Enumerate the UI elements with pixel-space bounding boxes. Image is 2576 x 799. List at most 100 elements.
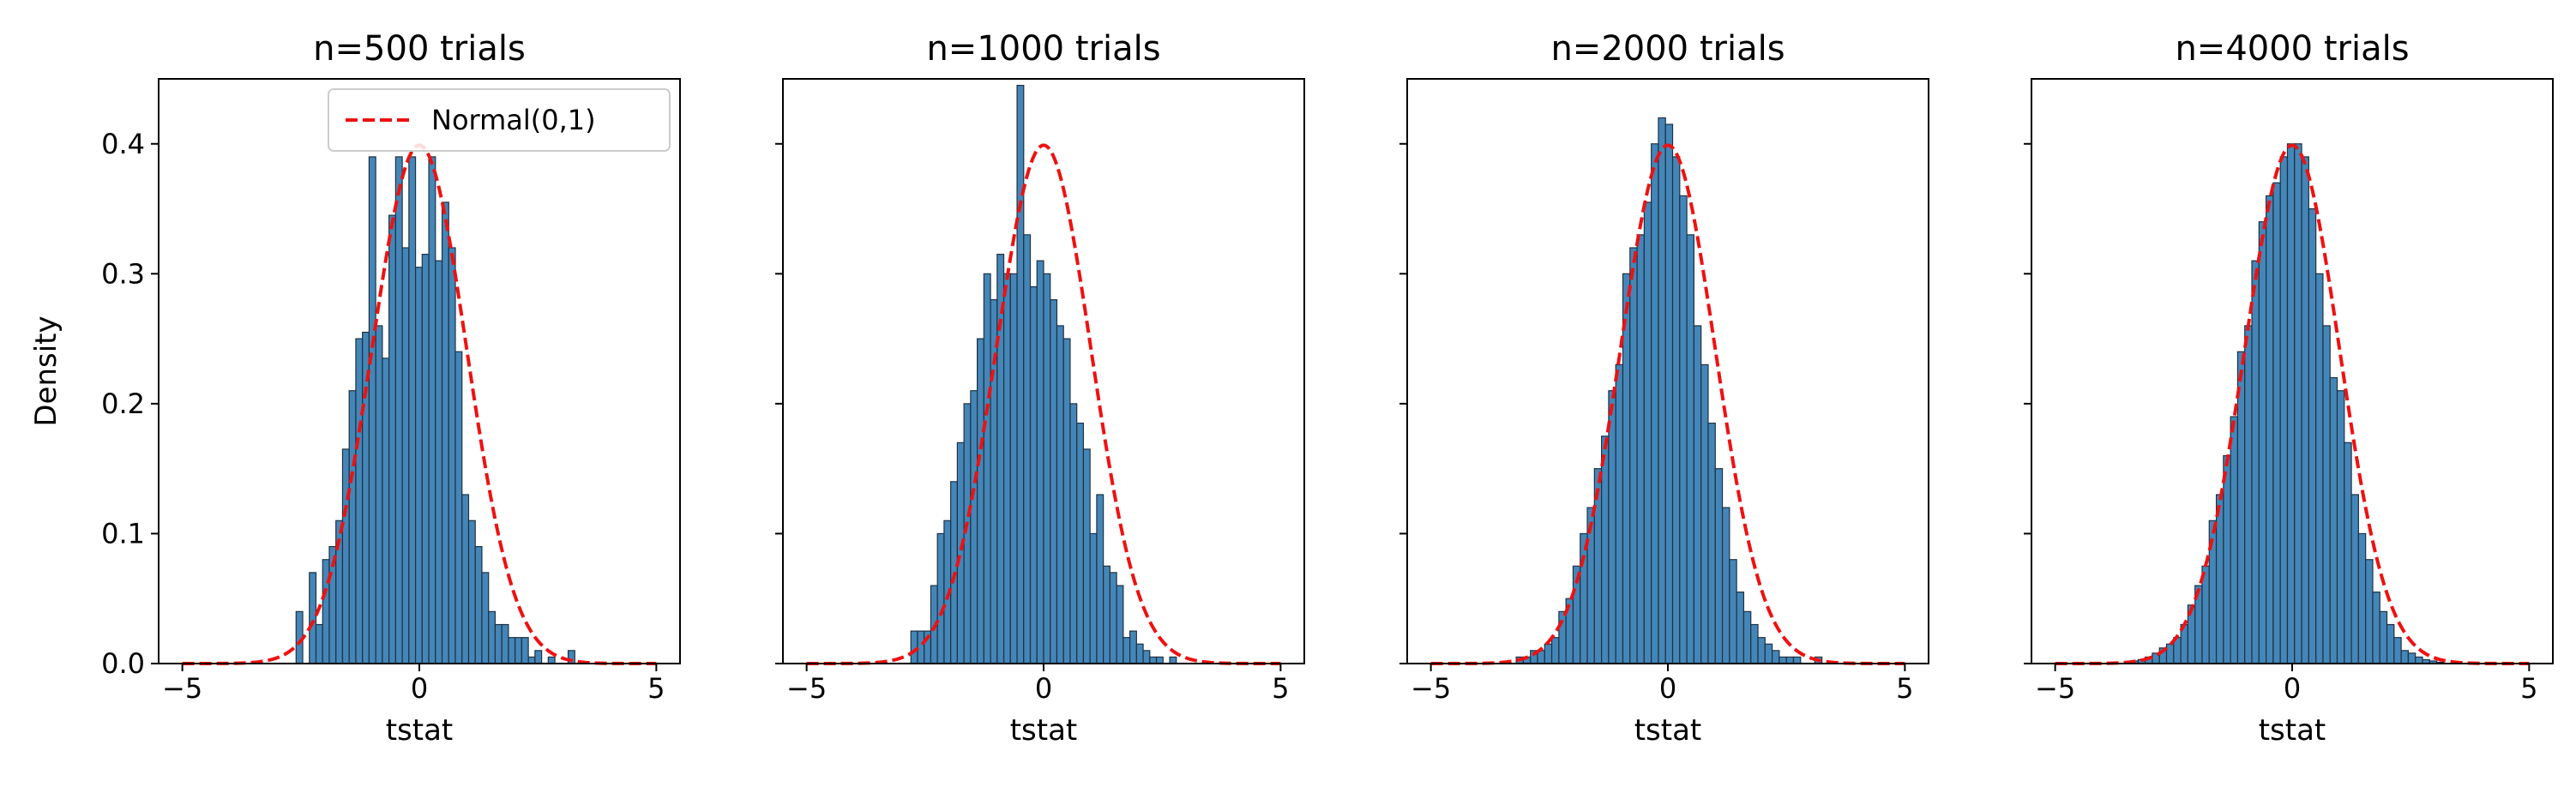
histogram-bar	[547, 656, 556, 664]
histogram-bar	[408, 156, 417, 664]
histogram-bar	[521, 637, 529, 664]
histogram-bar	[2230, 416, 2239, 664]
histogram-bar	[322, 559, 330, 664]
histogram-bar	[1122, 637, 1131, 664]
normal-density-curve	[2055, 143, 2530, 665]
histogram-bar	[1002, 273, 1011, 664]
histogram-bar	[1658, 117, 1666, 664]
histogram-bar	[1764, 643, 1773, 664]
subplot-title: n=4000 trials	[2175, 29, 2409, 69]
histogram-bar	[1636, 234, 1645, 664]
histogram-bar	[1736, 592, 1745, 664]
histogram-bar	[2357, 532, 2367, 664]
histogram-bar	[2165, 643, 2175, 664]
histogram-bar	[382, 357, 390, 664]
histogram-bar	[2244, 325, 2253, 664]
x-tick-label: 0	[1035, 672, 1052, 705]
histogram-bar	[362, 331, 370, 664]
histogram-bar	[1679, 195, 1688, 664]
histogram-bar	[1742, 610, 1752, 664]
histogram-bar	[1116, 585, 1124, 664]
x-tick-label: 5	[1896, 672, 1913, 705]
histogram-bar	[1009, 273, 1018, 664]
histogram-bar	[1729, 559, 1737, 664]
subplot-3: −5 0 5 n=2000 trials tstat	[1399, 29, 1929, 748]
histogram-bar	[2350, 494, 2359, 664]
histogram-bar	[2215, 494, 2224, 664]
histogram-bar	[2407, 652, 2417, 664]
histogram-bar	[1550, 637, 1560, 664]
histogram-bar	[1643, 201, 1652, 664]
histogram-bar	[1023, 234, 1032, 664]
histogram-bar	[1076, 423, 1085, 664]
histogram-bar	[1757, 637, 1766, 664]
histogram-bar	[481, 572, 490, 664]
histogram-bar	[2272, 182, 2281, 664]
histogram-bars	[295, 156, 575, 664]
legend: Normal(0,1)	[328, 88, 671, 152]
histogram-bar	[1129, 630, 1137, 664]
histogram-bar	[963, 403, 972, 664]
legend-box	[328, 88, 671, 152]
histogram-bars	[2130, 143, 2445, 664]
x-tick-label: −5	[786, 672, 827, 705]
histogram-bar	[2344, 442, 2352, 664]
y-tick-label: 0.4	[101, 128, 145, 160]
histogram-bar	[1714, 468, 1724, 664]
histogram-bar	[428, 156, 436, 664]
histogram-bar	[1109, 572, 1117, 664]
histogram-bar	[983, 273, 991, 664]
histogram-bars	[1515, 117, 1823, 664]
x-tick-label: 5	[1272, 672, 1289, 705]
histogram-bar	[1651, 143, 1659, 664]
histogram-bar	[1096, 494, 1104, 664]
histogram-bar	[2201, 565, 2210, 664]
histogram-bar	[2393, 637, 2402, 664]
histogram-bar	[2308, 207, 2317, 664]
histogram-bar	[341, 448, 350, 664]
histogram-bar	[414, 267, 423, 664]
histogram-bar	[421, 254, 430, 664]
histogram-bar	[1707, 423, 1716, 664]
histogram-bar	[977, 338, 984, 664]
histogram-bar	[1016, 84, 1025, 664]
histogram-bar	[488, 610, 497, 664]
subplot-title: n=2000 trials	[1550, 29, 1785, 69]
histogram-bar	[435, 260, 443, 664]
x-tick-label: 0	[411, 672, 428, 705]
histogram-bar	[1043, 273, 1051, 664]
histogram-bar	[1149, 656, 1158, 664]
subplot-1: −5 0 5 0.0 0.1 0.2 0.3 0.4 n=500 trials tstat Dens…	[29, 29, 681, 748]
histogram-bar	[1721, 507, 1730, 664]
histogram-bar	[1169, 656, 1177, 664]
y-axis-label: Density	[29, 315, 63, 426]
histogram-bar	[917, 630, 925, 664]
histogram-bar	[315, 623, 323, 664]
histogram-bar	[355, 338, 364, 664]
histogram-bar	[996, 254, 1005, 664]
histogram-bar	[2258, 221, 2267, 664]
histogram-bar	[375, 325, 383, 664]
y-tick-label: 0.1	[101, 517, 145, 550]
x-axis-label: tstat	[1010, 713, 1078, 748]
y-tick-label: 0.0	[101, 647, 145, 680]
x-axis-label: tstat	[1634, 713, 1702, 748]
histogram-bar	[1686, 234, 1695, 664]
histogram-bar	[2415, 656, 2423, 664]
histogram-bar	[1601, 436, 1610, 664]
histogram-bar	[2315, 273, 2324, 664]
histogram-bar	[1792, 656, 1802, 664]
histogram-bar	[2286, 143, 2296, 664]
histogram-bar	[527, 656, 536, 664]
histogram-bar	[1772, 650, 1780, 664]
x-tick-label: −5	[162, 672, 202, 705]
x-tick-label: 5	[2520, 672, 2537, 705]
x-tick-label: 5	[647, 672, 665, 705]
histogram-bar	[956, 442, 965, 664]
histogram-bar	[1082, 448, 1091, 664]
histogram-bar	[388, 214, 396, 664]
legend-label: Normal(0,1)	[431, 104, 596, 136]
histogram-bar	[1779, 656, 1787, 664]
histogram-bar	[2386, 623, 2395, 664]
